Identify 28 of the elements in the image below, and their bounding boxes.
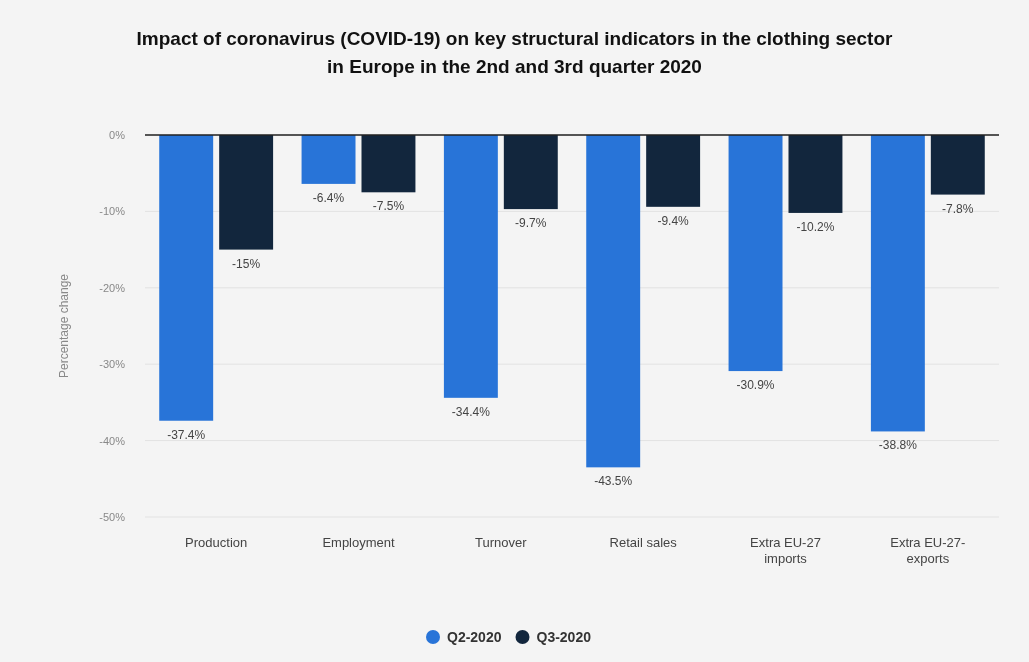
y-tick-label: -50% xyxy=(99,511,126,523)
legend-label: Q3-2020 xyxy=(536,629,592,645)
data-label: -43.5% xyxy=(594,474,633,489)
data-label: -7.5% xyxy=(372,199,405,214)
legend-label: Q2-2020 xyxy=(447,629,502,645)
data-label: -37.4% xyxy=(167,427,206,442)
data-label: -10.2% xyxy=(796,219,835,234)
data-label: -9.4% xyxy=(657,213,690,228)
chart-title: Impact of coronavirus (COVID-19) on key structural indicators in the clothing sector in Europe in the 2nd and 3rd quarter 2020 xyxy=(136,28,894,77)
y-tick-label: 0% xyxy=(109,129,126,141)
x-tick-label: Retail sales xyxy=(609,535,678,550)
y-tick-label: -20% xyxy=(99,281,126,294)
data-label: -30.9% xyxy=(736,378,775,393)
data-label: -38.8% xyxy=(878,438,918,453)
x-tick-label: Turnover xyxy=(475,535,528,550)
x-tick-label: Employment xyxy=(322,535,396,550)
x-tick-label: Extra EU-27- exports xyxy=(890,535,966,566)
data-label: -15% xyxy=(232,256,261,271)
x-tick-label: Production xyxy=(185,535,248,550)
y-tick-label: -30% xyxy=(99,358,126,371)
data-label: -9.7% xyxy=(515,216,547,231)
data-label: -34.4% xyxy=(451,404,491,419)
y-tick-label: -40% xyxy=(99,434,126,447)
data-label: -6.4% xyxy=(312,190,345,205)
y-axis-title: Percentage change xyxy=(57,273,71,379)
data-label: -7.8% xyxy=(942,201,974,216)
x-tick-label: Extra EU-27 imports xyxy=(750,535,821,566)
y-tick-label: -10% xyxy=(99,205,126,218)
